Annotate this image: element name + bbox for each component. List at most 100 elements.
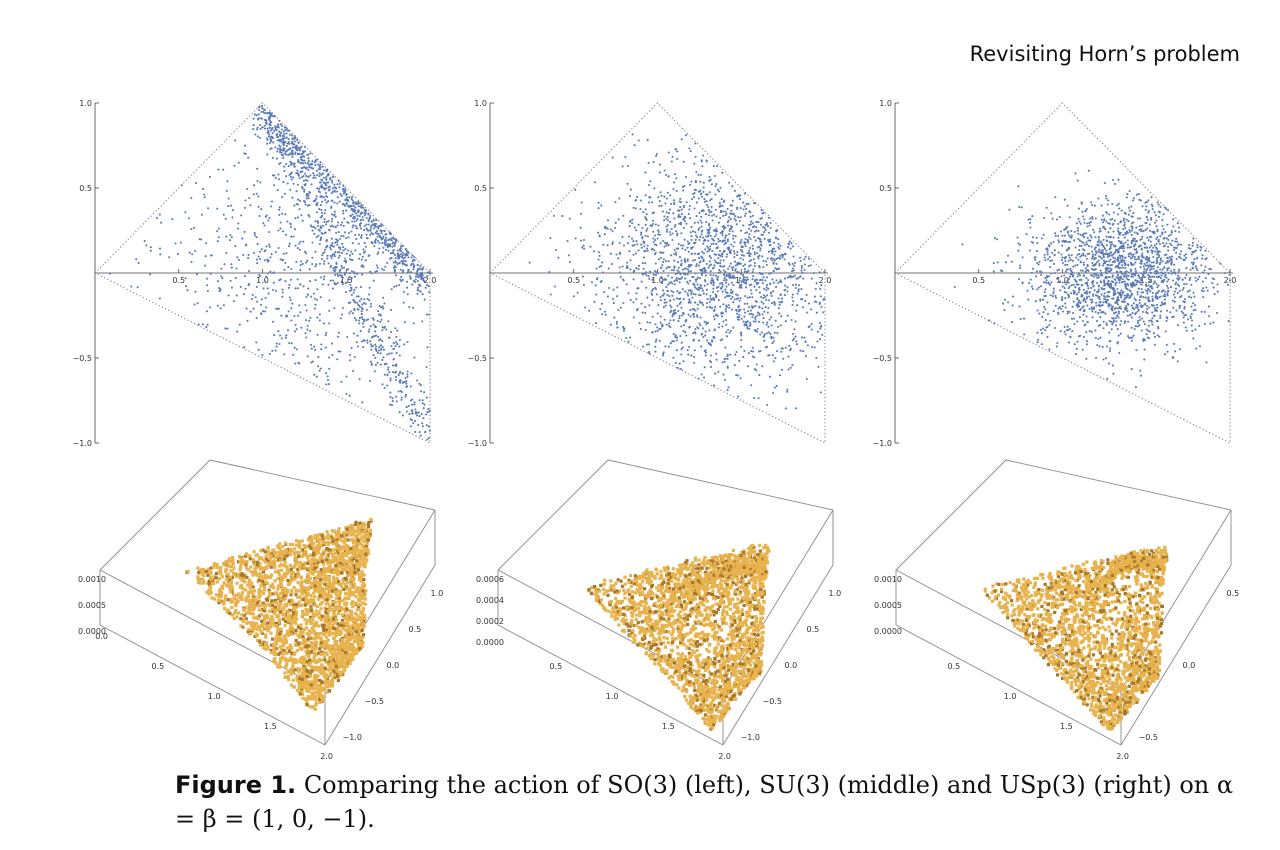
scatter-point (1063, 234, 1066, 237)
scatter-point (333, 307, 336, 310)
scatter-point (780, 350, 783, 353)
scatter-point (253, 113, 256, 116)
scatter-point (1196, 243, 1199, 246)
scatter-point (1134, 267, 1137, 270)
scatter-point (730, 209, 733, 212)
scatter-point (769, 332, 772, 335)
scatter-point (784, 284, 787, 287)
scatter-point (323, 248, 327, 251)
scatter-point (405, 249, 408, 252)
scatter-point (1164, 330, 1167, 333)
scatter-point (819, 287, 822, 291)
scatter-point (1043, 216, 1046, 220)
scatter-point (692, 196, 695, 199)
scatter-point (1117, 262, 1121, 265)
scatter-point (299, 147, 302, 150)
scatter-point (771, 354, 774, 357)
scatter-point (1188, 278, 1191, 281)
scatter-point (1153, 281, 1156, 284)
scatter-point (279, 145, 282, 148)
scatter-point (732, 326, 735, 329)
y-tick-label: 1.0 (79, 99, 92, 108)
scatter-point (362, 248, 365, 251)
scatter-point (803, 263, 807, 266)
scatter-point (698, 300, 701, 303)
scatter-point (373, 334, 376, 338)
scatter-point (662, 289, 665, 292)
scatter-point (259, 127, 262, 130)
scatter-point (1158, 215, 1161, 218)
scatter-point (1205, 257, 1208, 260)
scatter-point (674, 223, 677, 227)
scatter-point (422, 417, 425, 420)
scatter-point (634, 207, 637, 210)
scatter-point (324, 198, 327, 202)
scatter-point (1104, 300, 1107, 303)
scatter-point (1016, 236, 1019, 239)
scatter-point (734, 353, 737, 356)
scatter-point (1152, 332, 1156, 335)
scatter-point (612, 302, 615, 305)
scatter-point (1052, 290, 1055, 293)
scatter-point (694, 272, 697, 275)
scatter-point (765, 276, 769, 279)
scatter-point (1142, 338, 1145, 341)
scatter-point (1070, 254, 1073, 257)
scatter-point (786, 246, 790, 249)
scatter-point (283, 268, 286, 271)
scatter-point (749, 289, 752, 292)
scatter-point (615, 253, 618, 256)
scatter-point (1088, 307, 1091, 311)
scatter-point (1140, 228, 1143, 231)
scatter-point (288, 173, 291, 176)
scatter-point (729, 353, 732, 356)
scatter-point (416, 292, 419, 295)
scatter-point (216, 240, 219, 243)
scatter-point (339, 248, 342, 251)
scatter-point (1108, 260, 1111, 263)
scatter-point (727, 283, 730, 286)
scatter-point (699, 324, 702, 327)
scatter-point (277, 307, 280, 310)
scatter-point (711, 219, 714, 222)
scatter-point (350, 293, 353, 296)
scatter-point (757, 397, 760, 400)
scatter-point (712, 287, 715, 290)
scatter-point (1154, 250, 1157, 253)
scatter-point (628, 225, 631, 228)
scatter-point (145, 244, 148, 247)
scatter-point (254, 133, 257, 136)
scatter-point (1216, 290, 1219, 293)
scatter-point (365, 308, 368, 311)
scatter-point (664, 345, 667, 348)
scatter-point (386, 368, 390, 371)
scatter-point (1073, 278, 1076, 281)
scatter-point (760, 300, 763, 303)
scatter-point (710, 205, 713, 209)
scatter-point (1161, 218, 1164, 222)
scatter-point (716, 278, 719, 281)
scatter-point (770, 302, 774, 305)
scatter-point (307, 197, 310, 200)
running-title: Revisiting Horn’s problem (969, 42, 1240, 66)
scatter-point (735, 374, 738, 377)
scatter-point (681, 185, 684, 188)
scatter-point (302, 174, 305, 178)
scatter-point (291, 146, 294, 149)
scatter-point (775, 286, 778, 289)
scatter-point (225, 251, 228, 254)
scatter-point (300, 260, 303, 263)
scatter-point (625, 336, 628, 340)
scatter-point (296, 172, 299, 175)
scatter-point (1141, 224, 1144, 227)
scatter-point (1100, 293, 1103, 296)
scatter-point (805, 293, 808, 297)
scatter-point (321, 185, 324, 188)
scatter-point (767, 250, 770, 253)
scatter-point (285, 128, 288, 131)
scatter-point (772, 290, 775, 293)
scatter-point (1109, 258, 1112, 261)
scatter-point (297, 160, 300, 163)
scatter-point (255, 341, 258, 344)
scatter-point (1078, 252, 1081, 256)
